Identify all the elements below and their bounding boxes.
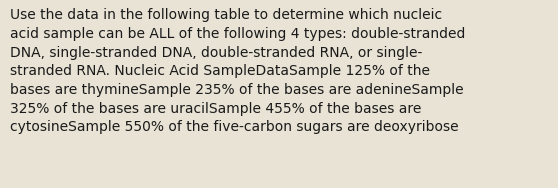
Text: Use the data in the following table to determine which nucleic
acid sample can b: Use the data in the following table to d… xyxy=(10,8,465,134)
